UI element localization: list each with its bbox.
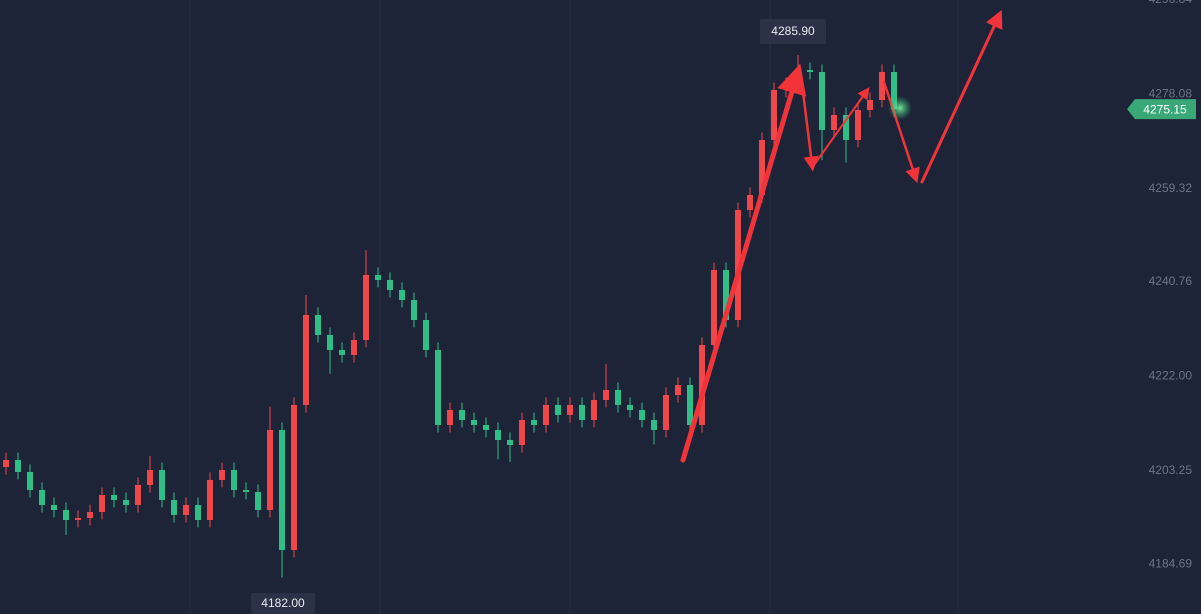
candle-body: [339, 349, 345, 355]
candle-body: [279, 429, 285, 550]
candle-body: [783, 85, 789, 90]
candle-body: [567, 404, 573, 415]
candle-body: [219, 469, 225, 480]
candle-body: [855, 110, 861, 140]
candle-body: [675, 384, 681, 395]
candle-body: [447, 409, 453, 425]
candle-body: [867, 99, 873, 111]
candle-body: [591, 399, 597, 420]
candle-body: [27, 471, 33, 490]
candle-body: [711, 270, 717, 346]
candle-body: [651, 419, 657, 430]
candle-body: [399, 289, 405, 300]
candle-body: [495, 429, 501, 440]
candle-body: [507, 439, 513, 445]
candle-body: [363, 274, 369, 340]
candle-body: [351, 339, 357, 355]
candle-body: [843, 114, 849, 140]
candle-body: [171, 499, 177, 515]
y-tick-label: 4184.69: [1149, 556, 1193, 570]
candle-body: [435, 349, 441, 425]
last-price-label: 4275.15: [1143, 102, 1187, 116]
candle-body: [807, 70, 813, 72]
high-label: 4285.90: [771, 24, 815, 38]
candle-body: [3, 459, 9, 467]
candle-body: [579, 404, 585, 420]
candle-body: [243, 489, 249, 492]
low-label: 4182.00: [261, 596, 305, 610]
candle-body: [135, 484, 141, 505]
candle-body: [819, 71, 825, 130]
candle-body: [759, 139, 765, 196]
low-label-box: [251, 593, 315, 614]
candle-body: [483, 424, 489, 430]
candle-body: [387, 279, 393, 290]
y-tick-label: 4222.00: [1149, 369, 1193, 383]
candle-body: [627, 404, 633, 410]
candle-body: [891, 71, 897, 110]
candle-body: [423, 320, 429, 350]
candle-body: [39, 489, 45, 505]
high-label-box: [760, 19, 826, 44]
last-price-tag: [1127, 99, 1196, 120]
candle-body: [663, 394, 669, 430]
candle-body: [123, 499, 129, 505]
candle-body: [531, 419, 537, 425]
candle-body: [555, 404, 561, 415]
candle-body: [87, 511, 93, 518]
candle-body: [459, 409, 465, 420]
candle-body: [519, 419, 525, 445]
candle-body: [255, 491, 261, 510]
candle-body: [735, 209, 741, 321]
candle-body: [543, 404, 549, 425]
candle-body: [159, 469, 165, 500]
candle-body: [411, 299, 417, 321]
y-tick-label: 4296.84: [1149, 0, 1193, 6]
candle-body: [303, 314, 309, 405]
candle-body: [207, 479, 213, 520]
candle-body: [723, 270, 729, 321]
candle-body: [111, 494, 117, 500]
trend-arrows: [680, 9, 1003, 463]
candle-body: [51, 504, 57, 510]
candle-body: [771, 89, 777, 140]
y-tick-label: 4240.76: [1149, 274, 1193, 288]
candle-body: [375, 274, 381, 280]
candle-body: [831, 114, 837, 130]
candle-body: [639, 409, 645, 420]
candle-body: [15, 459, 21, 472]
candle-body: [315, 314, 321, 335]
candle-body: [183, 504, 189, 515]
candle-body: [879, 71, 885, 100]
candle-body: [471, 419, 477, 425]
candle-body: [195, 504, 201, 520]
candle-body: [615, 389, 621, 405]
y-tick-label: 4278.08: [1149, 87, 1193, 101]
candle-body: [291, 404, 297, 550]
candle-body: [603, 389, 609, 400]
candle-body: [747, 195, 753, 210]
candle-body: [147, 469, 153, 485]
vertical-grid: [189, 0, 959, 614]
candle-body: [99, 494, 105, 512]
candle-body: [63, 509, 69, 520]
candle-body: [687, 384, 693, 425]
candle-body: [75, 517, 81, 520]
candle-body: [267, 429, 273, 510]
price-glow: [888, 96, 912, 120]
candle-body: [231, 469, 237, 490]
candle-body: [327, 334, 333, 350]
y-tick-label: 4259.32: [1149, 181, 1193, 195]
candle-body: [699, 345, 705, 425]
y-tick-label: 4203.25: [1149, 463, 1193, 477]
